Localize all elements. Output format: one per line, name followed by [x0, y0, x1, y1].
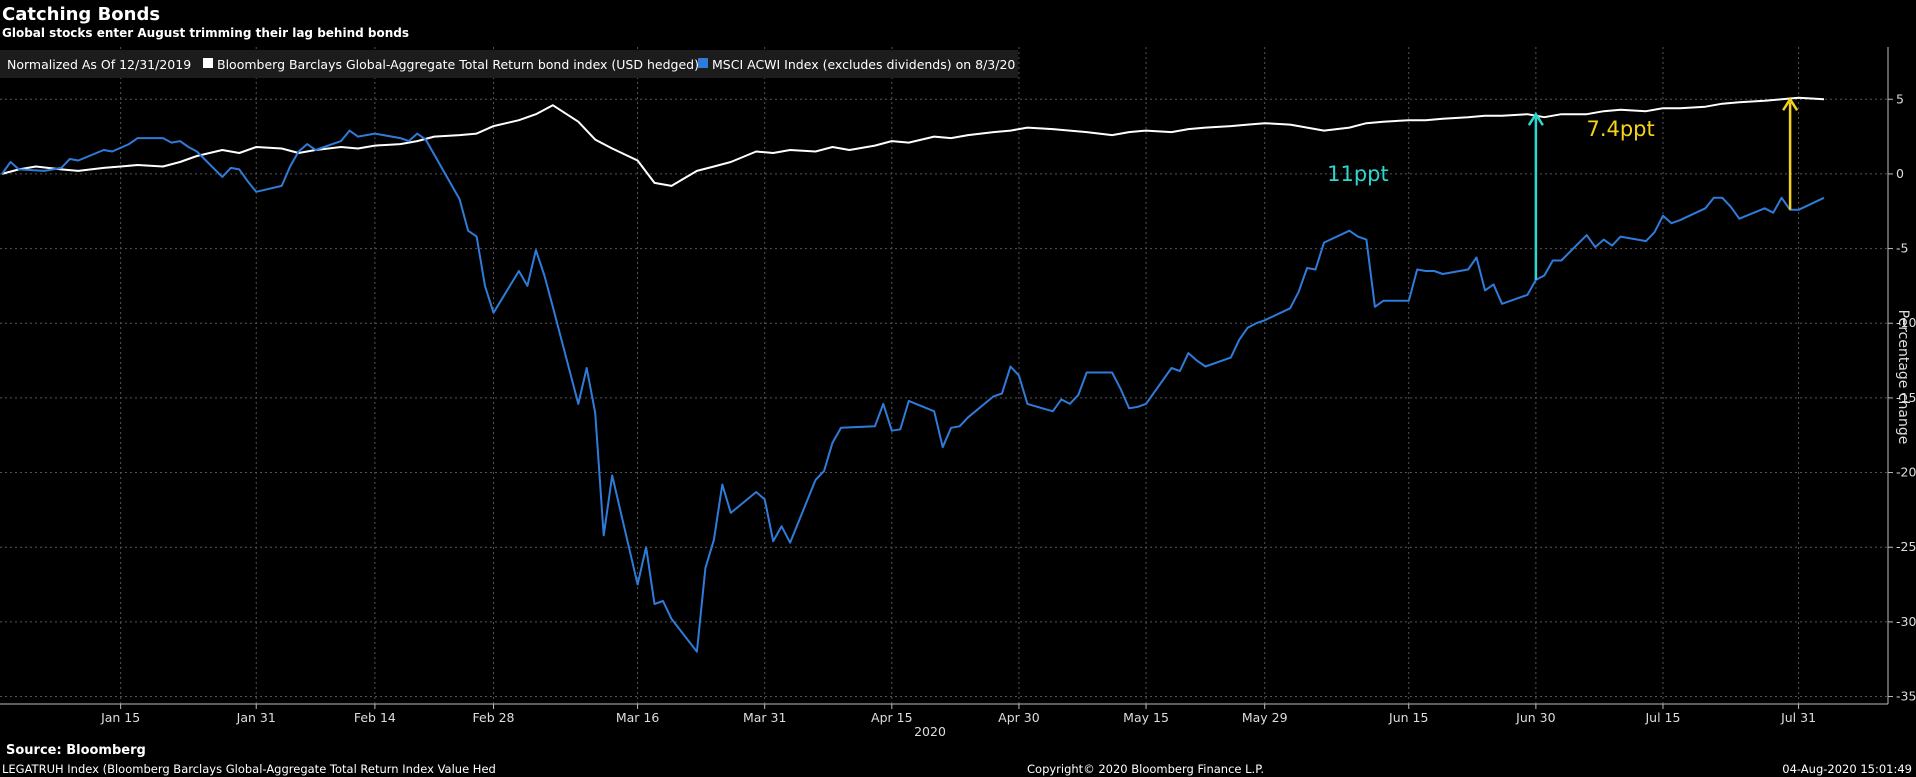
x-tick-label: May 29 — [1242, 710, 1288, 725]
x-tick-label: Jan 31 — [236, 710, 276, 725]
footer-ticker: LEGATRUH Index (Bloomberg Barclays Globa… — [2, 762, 496, 776]
y-tick-labels: 5 0 -5 -10 -15 -20 -25 -30 -35 — [1896, 91, 1916, 703]
chart-title: Catching Bonds — [2, 4, 160, 25]
annotations: 11ppt 7.4ppt — [1327, 96, 1799, 280]
footer-timestamp: 04-Aug-2020 15:01:49 — [1782, 762, 1912, 776]
axes — [0, 47, 1889, 705]
series-line-bond-index — [1, 96, 1825, 187]
legend-swatch-msci — [698, 58, 708, 68]
y-tick-label: -10 — [1896, 315, 1916, 330]
y-tick-label: -20 — [1896, 465, 1916, 480]
y-tick-label: -25 — [1896, 539, 1916, 554]
legend-swatch-bond — [203, 58, 213, 68]
grid-lines — [0, 47, 1893, 709]
x-tick-label: Feb 28 — [473, 710, 515, 725]
series-lines — [1, 96, 1825, 653]
series-line-msci-acwi — [1, 129, 1825, 653]
x-tick-label: Jul 31 — [1780, 710, 1816, 725]
legend-background — [0, 50, 1018, 78]
x-year-label: 2020 — [914, 724, 946, 739]
x-tick-label: Jun 30 — [1515, 710, 1555, 725]
x-tick-label: Feb 14 — [354, 710, 396, 725]
annotation-7-4ppt-arrow-head — [1782, 96, 1799, 111]
annotation-7-4ppt-label: 7.4ppt — [1586, 117, 1654, 141]
x-tick-label: Mar 31 — [743, 710, 786, 725]
y-tick-label: 5 — [1896, 91, 1904, 106]
footer-source: Source: Bloomberg — [6, 743, 146, 758]
legend-label-msci: MSCI ACWI Index (excludes dividends) on … — [712, 57, 1015, 72]
y-tick-label: -15 — [1896, 390, 1916, 405]
x-tick-label: May 15 — [1123, 710, 1169, 725]
y-tick-label: -5 — [1896, 241, 1908, 256]
legend-label-bond: Bloomberg Barclays Global-Aggregate Tota… — [217, 57, 699, 72]
legend: Normalized As Of 12/31/2019 Bloomberg Ba… — [0, 50, 1018, 78]
chart-subtitle: Global stocks enter August trimming thei… — [2, 26, 409, 40]
footer-copyright: Copyright© 2020 Bloomberg Finance L.P. — [1027, 762, 1264, 776]
x-tick-label: Mar 16 — [616, 710, 660, 725]
y-tick-label: -30 — [1896, 614, 1916, 629]
x-tick-label: Apr 30 — [998, 710, 1040, 725]
annotation-11ppt-label: 11ppt — [1327, 162, 1389, 186]
x-tick-label: Jun 15 — [1388, 710, 1428, 725]
y-tick-label: 0 — [1896, 166, 1904, 181]
annotation-11ppt-arrow-head — [1527, 111, 1544, 126]
legend-prefix: Normalized As Of 12/31/2019 — [7, 57, 191, 72]
x-tick-label: Apr 15 — [871, 710, 913, 725]
y-axis-label: Percentage change — [1895, 310, 1911, 445]
x-tick-labels: Jan 15 Jan 31 Feb 14 Feb 28 Mar 16 Mar 31 Apr … — [100, 710, 1816, 725]
x-tick-label: Jul 15 — [1645, 710, 1681, 725]
y-tick-label: -35 — [1896, 689, 1916, 704]
x-tick-label: Jan 15 — [100, 710, 140, 725]
